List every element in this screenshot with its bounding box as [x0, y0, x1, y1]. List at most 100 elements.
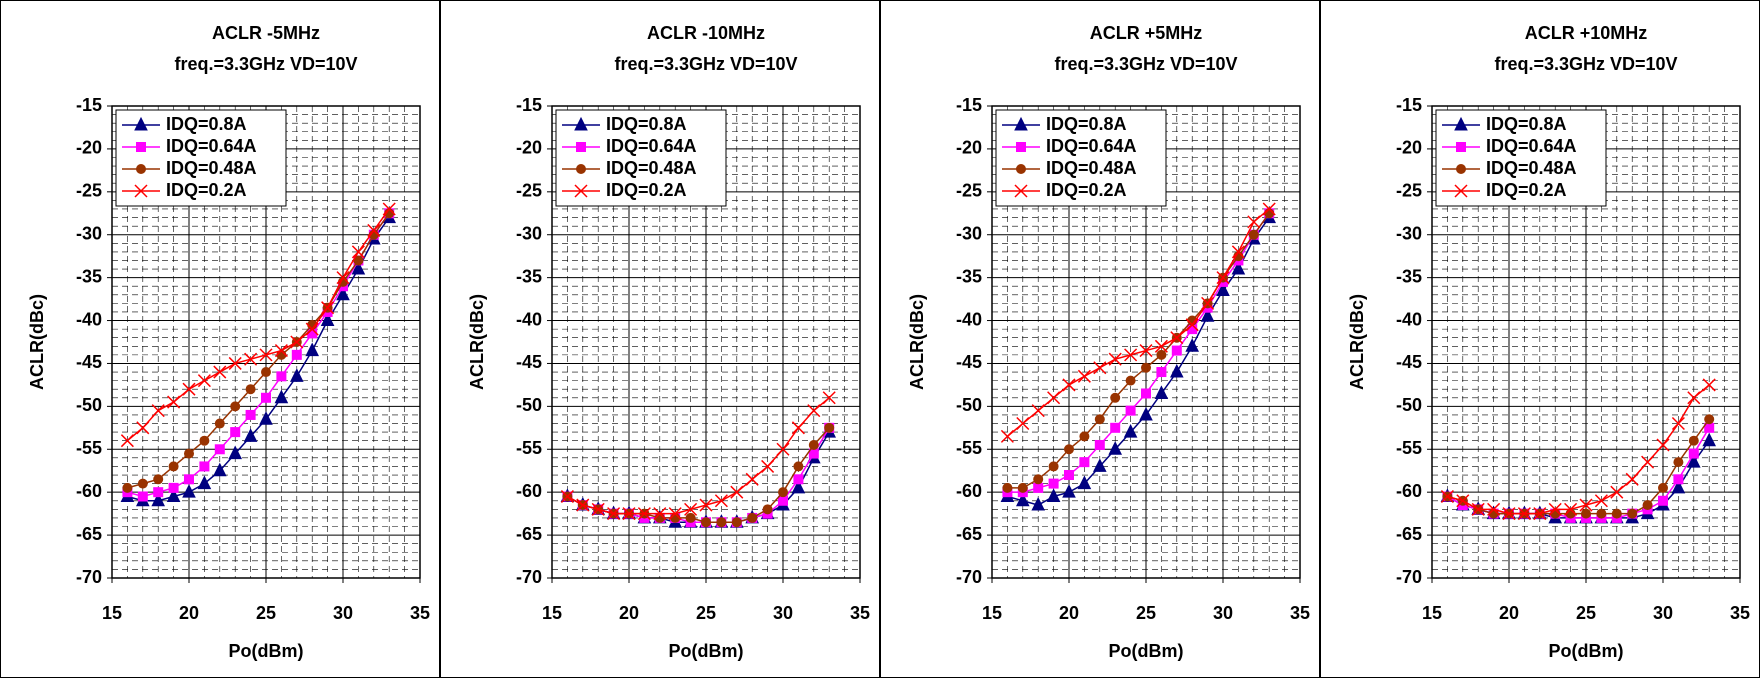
marker-x [1124, 348, 1138, 362]
marker-triangle [289, 368, 304, 382]
marker-x [791, 421, 805, 435]
chart-title: ACLR -5MHz [212, 23, 320, 43]
marker-x [1016, 416, 1030, 431]
y-tick-label: -70 [1396, 567, 1422, 587]
marker-x [1031, 404, 1045, 418]
y-tick-label: -30 [1396, 223, 1422, 243]
x-tick-label: 35 [410, 603, 430, 623]
marker-x [1671, 416, 1685, 431]
marker-x [1201, 296, 1215, 310]
marker-square [137, 491, 148, 502]
marker-triangle [1077, 475, 1092, 490]
y-tick-label: -20 [956, 138, 982, 158]
y-tick-label: -70 [956, 567, 982, 587]
chart-subtitle: freq.=3.3GHz VD=10V [174, 54, 357, 74]
x-axis-label: Po(dBm) [229, 641, 304, 661]
y-tick-label: -55 [956, 438, 982, 458]
y-tick-label: -25 [516, 181, 542, 201]
marker-square [245, 409, 256, 420]
marker-x [182, 382, 196, 396]
plot-frame [1431, 105, 1741, 579]
x-tick-label: 20 [179, 603, 199, 623]
legend-label: IDQ=0.8A [606, 114, 687, 134]
y-tick-label: -45 [956, 352, 982, 372]
x-axis-label: Po(dBm) [1549, 641, 1624, 661]
marker-x [1216, 271, 1230, 285]
marker-x [1579, 498, 1593, 512]
y-axis-label: ACLR(dBc) [467, 294, 487, 390]
y-tick-label: -65 [516, 524, 542, 544]
marker-triangle [1108, 441, 1123, 455]
marker-x [1062, 378, 1076, 392]
x-tick-label: 15 [1422, 603, 1442, 623]
marker-x [213, 365, 227, 379]
x-tick-label: 20 [1059, 603, 1079, 623]
x-tick-label: 30 [333, 603, 353, 623]
x-tick-label: 15 [102, 603, 122, 623]
marker-x [591, 502, 605, 516]
marker-circle [1673, 457, 1684, 468]
marker-circle [685, 512, 696, 523]
marker-square [778, 495, 788, 506]
y-tick-label: -25 [76, 181, 102, 201]
x-tick-label: 20 [619, 603, 639, 623]
marker-x [1564, 502, 1578, 516]
legend-marker [576, 164, 586, 174]
marker-circle [762, 504, 773, 515]
marker-x [120, 434, 134, 448]
y-tick-label: -60 [956, 481, 982, 501]
x-tick-label: 20 [1499, 603, 1519, 623]
marker-circle [1017, 482, 1028, 493]
marker-x [1471, 502, 1485, 516]
marker-triangle [212, 462, 227, 477]
legend-marker [1014, 184, 1028, 198]
marker-triangle [791, 479, 806, 494]
y-tick-label: -35 [516, 266, 542, 286]
y-tick-label: -15 [956, 95, 982, 115]
marker-x [1656, 438, 1670, 452]
marker-triangle [166, 488, 181, 502]
marker-x [1440, 489, 1454, 504]
marker-triangle [228, 445, 243, 460]
y-tick-label: -40 [516, 309, 542, 329]
marker-circle [1033, 474, 1044, 485]
marker-x [714, 494, 728, 508]
legend-label: IDQ=0.2A [606, 180, 687, 200]
marker-circle [122, 482, 133, 493]
legend-box [555, 109, 727, 207]
y-axis-label: ACLR(dBc) [907, 294, 927, 390]
marker-square [1658, 495, 1668, 506]
marker-square [199, 461, 210, 472]
y-tick-label: -20 [1396, 138, 1422, 158]
y-tick-label: -65 [1396, 524, 1422, 544]
y-tick-label: -70 [76, 567, 102, 587]
marker-x [684, 502, 698, 516]
marker-x [1262, 202, 1276, 216]
marker-x [1185, 318, 1199, 332]
marker-x [321, 301, 335, 315]
marker-triangle [1185, 338, 1200, 352]
marker-x [745, 472, 759, 486]
plot-frame [551, 105, 861, 579]
marker-circle [1688, 435, 1699, 446]
marker-x [151, 404, 165, 418]
marker-square [808, 448, 819, 459]
x-tick-label: 30 [773, 603, 793, 623]
y-tick-label: -55 [516, 438, 542, 458]
y-tick-label: -50 [516, 395, 542, 415]
marker-x [336, 271, 350, 285]
marker-x [1077, 369, 1091, 383]
marker-circle [1611, 508, 1622, 519]
marker-x [730, 485, 744, 499]
y-tick-label: -15 [516, 95, 542, 115]
marker-circle [1658, 482, 1668, 493]
marker-x [1047, 391, 1061, 405]
marker-square [1704, 422, 1715, 433]
marker-square [291, 349, 302, 360]
marker-square [1079, 457, 1090, 468]
marker-triangle [259, 411, 273, 425]
chart-subtitle: freq.=3.3GHz VD=10V [614, 54, 797, 74]
chart-title: ACLR +10MHz [1525, 23, 1648, 43]
marker-circle [716, 517, 727, 528]
x-tick-label: 35 [1290, 603, 1310, 623]
